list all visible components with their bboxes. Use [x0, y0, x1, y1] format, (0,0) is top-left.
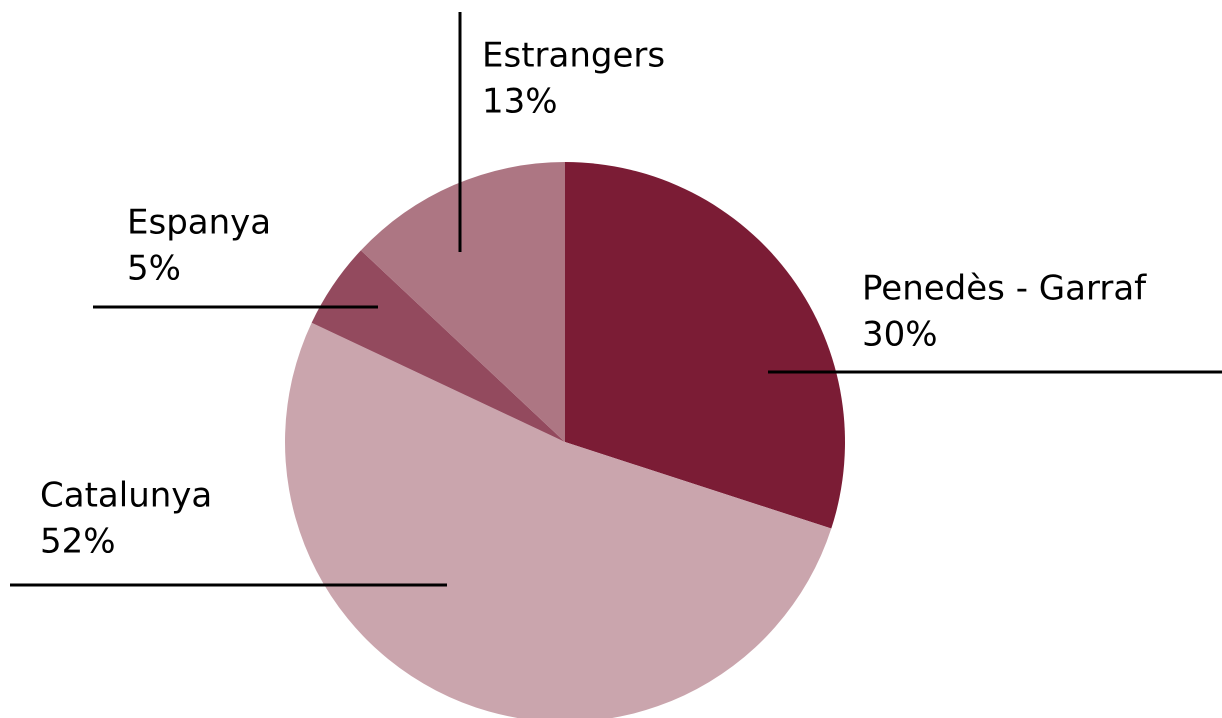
slice-label: Estrangers	[482, 36, 665, 76]
slice-value-label: 30%	[862, 315, 938, 355]
slice-value-label: 13%	[482, 82, 558, 122]
pie-slice	[565, 162, 845, 529]
pie-slice	[360, 162, 565, 442]
slice-value-label: 52%	[40, 522, 116, 562]
pie-slice	[311, 250, 565, 442]
slice-value-label: 5%	[127, 249, 181, 289]
slice-label: Penedès - Garraf	[862, 269, 1147, 309]
pie-slice	[285, 322, 832, 718]
slice-label: Catalunya	[40, 476, 212, 516]
slice-label: Espanya	[127, 203, 271, 243]
